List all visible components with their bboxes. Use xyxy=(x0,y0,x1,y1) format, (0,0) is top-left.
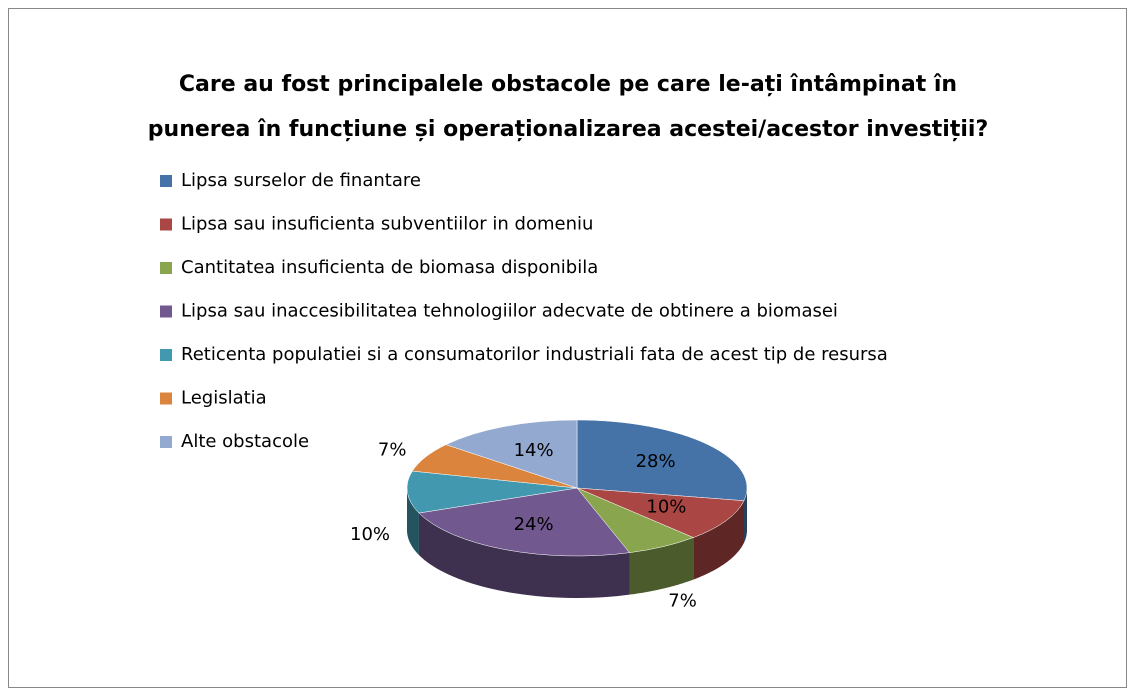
legend-label: Lipsa sau inaccesibilitatea tehnologiilo… xyxy=(181,301,838,322)
legend-label: Lipsa surselor de finantare xyxy=(181,170,421,191)
slice xyxy=(576,487,745,538)
legend-label: Alte obstacole xyxy=(181,431,309,452)
legend-swatch xyxy=(160,305,172,318)
data-label: 7% xyxy=(668,590,697,611)
data-label: 28% xyxy=(636,451,676,472)
chart-title: Care au fost principalele obstacole pe c… xyxy=(147,72,989,142)
legend-label: Lipsa sau insuficienta subventiilor in d… xyxy=(181,214,593,235)
slice-side xyxy=(743,488,747,543)
legend-swatch xyxy=(160,436,172,448)
slice xyxy=(418,487,631,557)
legend-swatch xyxy=(160,262,172,274)
data-label: 10% xyxy=(646,497,686,518)
legend-label: Cantitatea insuficienta de biomasa dispo… xyxy=(181,257,598,278)
data-label: 14% xyxy=(514,440,554,461)
data-label: 7% xyxy=(378,439,407,460)
slice xyxy=(406,470,578,514)
data-label: 10% xyxy=(350,524,390,545)
slice xyxy=(576,419,748,502)
slice-side xyxy=(629,537,694,595)
legend-swatch xyxy=(160,218,172,231)
slice-side xyxy=(418,513,630,598)
slice-side xyxy=(407,488,419,556)
legend-swatch xyxy=(160,349,172,361)
legend-label: Legislatia xyxy=(181,388,267,409)
legend-swatch xyxy=(160,392,172,405)
slice xyxy=(445,419,578,489)
legend-swatch xyxy=(160,175,172,187)
legend-label: Reticenta populatiei si a consumatorilor… xyxy=(181,344,888,365)
slice-side xyxy=(693,500,744,580)
data-label: 24% xyxy=(514,514,554,535)
